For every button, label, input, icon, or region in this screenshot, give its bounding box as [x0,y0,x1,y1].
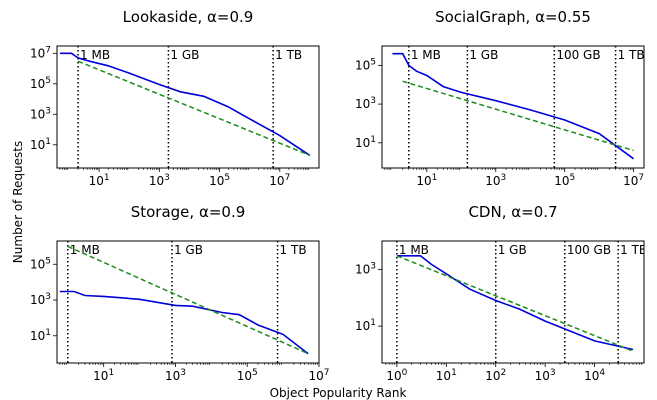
x-tick-label: 104 [584,368,605,383]
x-tick-label: 107 [269,173,290,188]
marker-label: 1 MB [411,48,441,62]
marker-label: 100 GB [556,48,600,62]
x-tick-label: 100 [386,368,407,383]
y-tick-label: 103 [30,106,51,121]
plot-area: 1 MB 1 GB 1 TB [59,241,309,363]
marker-label: 1 TB [618,48,645,62]
panel-title: Storage, α=0.9 [131,203,246,221]
x-tick-label: 101 [93,368,114,383]
y-tick-label: 107 [30,45,51,60]
x-tick-label: 105 [554,173,575,188]
y-tick-label: 101 [355,135,376,150]
marker-label: 1 TB [275,48,302,62]
measured-line [392,52,635,160]
plot-frame [381,240,645,364]
marker-label: 1 GB [170,48,199,62]
marker-label: 1 MB [399,243,429,257]
y-tick-label: 105 [30,256,51,271]
x-axis-label: Object Popularity Rank [270,386,407,400]
y-tick-label: 103 [355,261,376,276]
marker-label: 1 GB [498,243,527,257]
x-tick-label: 107 [308,368,329,383]
marker-label: 1 MB [80,48,110,62]
x-tick-label: 101 [416,173,437,188]
measured-line [59,52,311,157]
plot-area: 1 MB 1 GB 100 GB 1 TB [396,241,647,363]
x-tick-label: 101 [436,368,457,383]
fit-line [77,60,311,157]
panel-4: CDN, α=0.7 1 MB 1 GB 100 GB 1 TB 100 101 102 103… [355,203,647,383]
y-tick-label: 103 [355,96,376,111]
panel-title: SocialGraph, α=0.55 [435,8,591,26]
y-tick-label: 105 [355,57,376,72]
x-tick-label: 107 [623,173,644,188]
x-tick-label: 103 [485,173,506,188]
panel-1: Lookaside, α=0.9 1 MB 1 GB 1 TB 101 103 105 107… [30,8,320,188]
y-tick-label: 101 [30,328,51,343]
x-tick-label: 101 [89,173,110,188]
panel-2: SocialGraph, α=0.55 1 MB 1 GB 100 GB 1 TB 101… [355,8,645,188]
plot-frame [381,45,645,169]
y-tick-label: 101 [30,137,51,152]
fit-line [67,245,309,355]
x-tick-label: 105 [237,368,258,383]
y-tick-label: 101 [355,318,376,333]
panel-title: Lookaside, α=0.9 [123,8,254,26]
plot-area: 1 MB 1 GB 100 GB 1 TB [392,46,644,168]
marker-label: 1 MB [70,243,100,257]
plot-frame [56,45,320,169]
x-tick-label: 103 [165,368,186,383]
fit-line [402,80,634,152]
y-axis-label: Number of Requests [11,141,25,263]
marker-label: 1 TB [620,243,647,257]
y-tick-label: 103 [30,292,51,307]
plot-area: 1 MB 1 GB 1 TB [59,46,311,168]
x-tick-label: 103 [149,173,170,188]
panel-3: Storage, α=0.9 1 MB 1 GB 1 TB 101 103 105 107 10… [30,203,330,383]
x-tick-label: 105 [209,173,230,188]
fit-line [396,255,634,352]
measured-line [59,290,309,355]
measured-line [396,255,634,351]
x-tick-label: 102 [485,368,506,383]
marker-label: 1 TB [280,243,307,257]
marker-label: 1 GB [174,243,203,257]
x-tick-label: 103 [535,368,556,383]
y-tick-label: 105 [30,76,51,91]
plot-frame [56,240,320,364]
panel-title: CDN, α=0.7 [468,203,557,221]
marker-label: 1 GB [469,48,498,62]
marker-label: 100 GB [567,243,611,257]
